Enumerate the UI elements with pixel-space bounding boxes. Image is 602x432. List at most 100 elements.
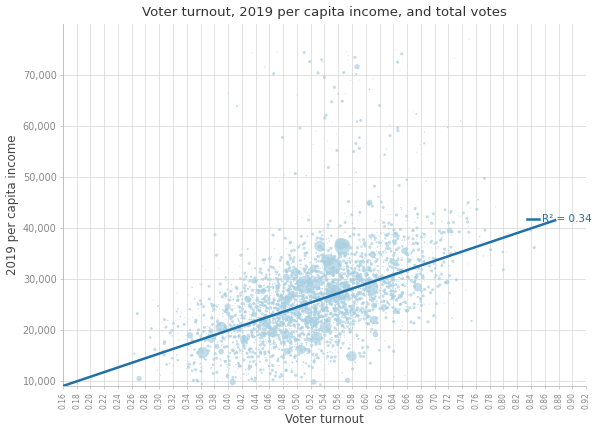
Point xyxy=(278,302,287,309)
Point xyxy=(294,281,303,288)
Point xyxy=(315,270,324,276)
Point xyxy=(355,272,364,279)
Point xyxy=(223,286,232,293)
Point xyxy=(270,266,280,273)
Point xyxy=(292,274,302,281)
Point xyxy=(168,370,178,377)
Point xyxy=(300,239,309,246)
Point xyxy=(173,305,183,312)
Point xyxy=(343,320,353,327)
Point xyxy=(335,307,345,314)
Point xyxy=(367,294,377,301)
Point xyxy=(357,292,367,299)
Point xyxy=(303,276,313,283)
Point xyxy=(229,334,239,340)
Point xyxy=(373,256,382,263)
Point xyxy=(313,327,323,334)
Point xyxy=(240,308,250,315)
Point xyxy=(348,286,358,293)
Point xyxy=(312,311,322,318)
Point xyxy=(399,281,408,288)
Point xyxy=(327,264,337,271)
Point xyxy=(358,276,367,283)
Point xyxy=(363,280,373,287)
Point xyxy=(276,309,286,316)
Point xyxy=(204,283,214,290)
Point xyxy=(284,313,293,320)
Point xyxy=(312,289,322,295)
Point xyxy=(390,303,400,310)
Point xyxy=(338,312,348,319)
Point xyxy=(320,332,330,339)
Point xyxy=(337,283,346,290)
Point xyxy=(330,292,340,299)
Point xyxy=(281,331,290,338)
Point xyxy=(359,277,368,284)
Point xyxy=(387,277,397,284)
Point xyxy=(343,304,352,311)
Point xyxy=(321,304,331,311)
Point xyxy=(279,315,288,322)
Point xyxy=(367,298,377,305)
Point xyxy=(279,354,288,361)
Point xyxy=(281,299,290,306)
Point xyxy=(300,298,309,305)
Point xyxy=(344,295,353,302)
Point xyxy=(324,273,334,280)
Point xyxy=(317,326,327,333)
Point xyxy=(162,361,172,368)
Point xyxy=(244,316,254,323)
Point xyxy=(379,289,389,295)
Point xyxy=(309,322,319,329)
Point xyxy=(317,335,327,342)
Point xyxy=(318,313,327,320)
Point xyxy=(309,267,319,274)
Point xyxy=(335,259,344,266)
Point xyxy=(449,300,459,307)
Point xyxy=(343,257,353,264)
Point xyxy=(230,350,240,357)
Point xyxy=(315,381,325,388)
Point xyxy=(264,362,274,369)
Point xyxy=(349,225,359,232)
Point xyxy=(205,325,215,332)
Point xyxy=(320,254,329,260)
Point xyxy=(304,349,314,356)
Point xyxy=(261,331,270,338)
Point xyxy=(358,344,367,351)
Point xyxy=(344,267,354,273)
Point xyxy=(356,282,365,289)
Point xyxy=(474,196,483,203)
Point xyxy=(326,339,335,346)
Point xyxy=(232,302,242,309)
Point xyxy=(355,305,364,312)
Point xyxy=(308,282,318,289)
Point xyxy=(238,283,248,290)
Point xyxy=(134,385,144,392)
Point xyxy=(382,146,391,153)
Point xyxy=(240,285,249,292)
Point xyxy=(273,355,283,362)
Point xyxy=(380,264,390,270)
Point xyxy=(354,232,364,238)
Point xyxy=(252,361,261,368)
Point xyxy=(354,280,364,287)
Point xyxy=(293,277,302,284)
Point xyxy=(268,325,278,332)
Point xyxy=(374,239,383,246)
Point xyxy=(303,279,313,286)
Point xyxy=(312,305,321,312)
Point xyxy=(146,334,155,341)
Point xyxy=(344,339,354,346)
Point xyxy=(389,292,399,299)
Point xyxy=(219,335,228,342)
Point xyxy=(250,350,260,357)
Point xyxy=(322,303,332,310)
Point xyxy=(247,314,256,321)
Point xyxy=(313,276,323,283)
Point xyxy=(429,266,439,273)
Point xyxy=(338,299,347,306)
Point xyxy=(389,250,399,257)
Point xyxy=(303,320,313,327)
Point xyxy=(296,299,306,305)
